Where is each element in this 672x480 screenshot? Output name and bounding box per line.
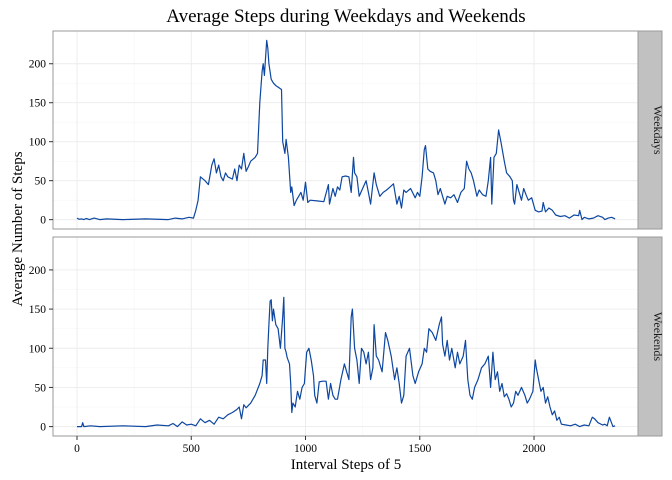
facet-strip-label: Weekdays — [651, 105, 665, 154]
y-tick-label: 0 — [40, 215, 46, 227]
x-tick-label: 2000 — [523, 443, 546, 455]
y-axis-title: Average Number of Steps — [10, 151, 26, 306]
x-tick-label: 0 — [74, 443, 80, 455]
y-tick-label: 150 — [29, 98, 47, 110]
chart-title: Average Steps during Weekdays and Weeken… — [166, 6, 525, 27]
y-tick-label: 200 — [29, 265, 47, 277]
y-tick-label: 50 — [35, 382, 47, 394]
y-tick-label: 50 — [35, 176, 47, 188]
y-tick-label: 100 — [29, 137, 47, 149]
x-axis-title: Interval Steps of 5 — [291, 457, 401, 473]
series-line-weekdays — [76, 39, 616, 221]
y-tick-label: 200 — [29, 59, 47, 71]
panel-weekends: 0 50 100 150 200 Weekends 0 500 1000 1500 2000 — [29, 236, 665, 455]
facet-strip-label: Weekends — [651, 312, 665, 361]
x-tick-label: 1500 — [408, 443, 431, 455]
y-tick-label: 150 — [29, 304, 47, 316]
panel-background — [53, 31, 638, 229]
x-tick-label: 500 — [183, 443, 201, 455]
series-line-weekends — [77, 296, 616, 428]
panel-weekdays: 0 50 100 150 200 Weekdays — [29, 30, 665, 230]
facet-strip — [637, 236, 663, 437]
x-tick-label: 1000 — [294, 443, 317, 455]
panels-area: 0 50 100 150 200 Weekdays 0 50 100 150 200 Weekends… — [29, 30, 665, 455]
facet-strip — [637, 30, 663, 230]
y-tick-label: 0 — [40, 422, 46, 434]
y-tick-label: 100 — [29, 343, 47, 355]
